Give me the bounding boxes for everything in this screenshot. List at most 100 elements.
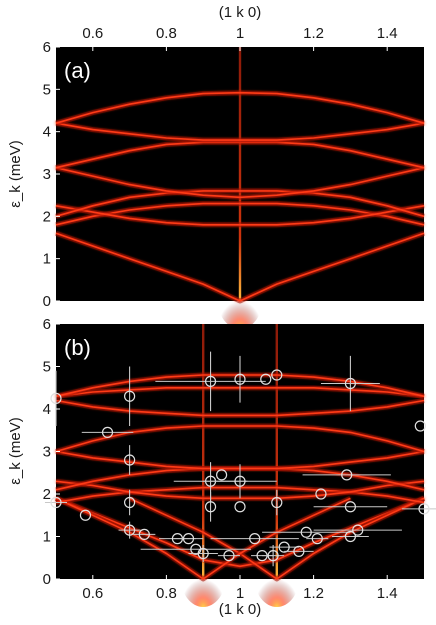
data-point-marker	[124, 454, 136, 466]
dispersion-branch	[55, 497, 351, 580]
panel-a-branches	[55, 90, 425, 304]
measured-point	[173, 533, 204, 545]
data-point-marker	[278, 541, 290, 553]
data-point-marker	[234, 475, 246, 487]
data-point-marker	[204, 375, 217, 387]
measured-point	[320, 355, 380, 412]
panel-a-y-label: ε_k (meV)	[7, 140, 24, 208]
y-tick-label: 1	[43, 529, 51, 546]
data-point-marker	[124, 390, 136, 402]
y-tick-label: 5	[43, 81, 51, 98]
y-tick-label: 6	[43, 316, 51, 333]
panel-b-x-label: (1 k 0)	[219, 601, 262, 618]
y-tick-label: 3	[43, 166, 51, 183]
x-tick-label: 1.2	[303, 25, 324, 42]
measured-point	[124, 366, 136, 426]
data-point-marker	[197, 547, 209, 560]
measured-point	[414, 420, 426, 432]
x-tick-label: 1.4	[377, 585, 398, 602]
measured-point	[188, 545, 218, 562]
data-point-marker	[344, 501, 356, 513]
measured-point	[124, 445, 136, 475]
measured-point	[155, 351, 266, 412]
measured-point	[216, 469, 228, 481]
panel-b: (b) 0.6 0.8 1 1.2 1.4 0 1 2 3 4 5 6 (1 k 0) ε_k (m…	[7, 316, 436, 618]
x-tick-label: 0.6	[82, 585, 103, 602]
dispersion-branch	[55, 232, 425, 302]
panel-b-label: (b)	[64, 335, 91, 360]
data-point-marker	[124, 524, 136, 536]
dispersion-branch	[55, 202, 425, 226]
data-point-marker	[352, 524, 364, 536]
y-tick-label: 5	[43, 359, 51, 376]
measured-point	[118, 521, 141, 539]
measured-point	[81, 426, 134, 438]
measured-point	[332, 530, 369, 543]
y-tick-label: 2	[43, 486, 51, 503]
dispersion-branch	[55, 166, 425, 199]
data-point-marker	[101, 426, 114, 438]
data-point-marker	[293, 545, 305, 557]
measured-point	[262, 545, 285, 567]
panel-b-y-ticks: 0 1 2 3 4 5 6	[43, 316, 60, 588]
y-tick-label: 2	[43, 208, 51, 225]
measured-point	[269, 541, 299, 553]
measured-point	[271, 489, 283, 516]
dispersion-branch	[55, 425, 425, 453]
data-point-marker	[271, 496, 283, 509]
x-tick-label: 1	[236, 25, 244, 42]
measured-point	[50, 370, 62, 426]
measured-point	[203, 464, 277, 499]
x-tick-label: 1	[236, 585, 244, 602]
panel-b-y-label: ε_k (meV)	[7, 417, 24, 485]
x-tick-label: 0.6	[82, 25, 103, 42]
data-point-marker	[271, 369, 283, 381]
panel-a-x-ticks: 0.6 0.8 1 1.2 1.4	[82, 25, 398, 51]
data-point-marker	[300, 526, 312, 538]
data-point-marker	[418, 503, 430, 515]
data-point-marker	[138, 528, 150, 540]
data-point-marker	[344, 377, 356, 390]
panel-a-y-ticks: 0 1 2 3 4 5 6	[43, 39, 60, 310]
data-point-marker	[311, 533, 323, 545]
y-tick-label: 1	[43, 251, 51, 268]
data-point-marker	[341, 469, 353, 481]
measured-point	[302, 469, 391, 481]
data-point-marker	[234, 373, 246, 385]
dispersion-branch	[129, 497, 425, 580]
panel-b-measured-points	[44, 351, 436, 567]
measured-point	[234, 355, 246, 403]
measured-point	[217, 550, 240, 562]
data-point-marker	[124, 496, 136, 509]
data-point-marker	[234, 501, 246, 513]
x-tick-label: 0.8	[156, 25, 177, 42]
data-point-marker	[414, 420, 426, 432]
y-tick-label: 0	[43, 571, 51, 588]
data-point-marker	[50, 392, 62, 404]
data-point-marker	[249, 533, 261, 545]
vertical-streak	[238, 47, 242, 301]
measured-point	[401, 503, 436, 515]
measured-point	[306, 533, 329, 545]
data-point-marker	[182, 533, 195, 545]
data-point-marker	[216, 469, 228, 481]
data-point-marker	[260, 373, 272, 385]
measured-point	[271, 369, 283, 381]
panel-a-label: (a)	[64, 58, 91, 83]
measured-point	[315, 488, 327, 500]
measured-point	[262, 526, 351, 538]
data-point-marker	[204, 501, 217, 513]
dispersion-branch	[55, 480, 425, 500]
measured-point	[44, 496, 68, 509]
data-point-marker	[79, 509, 92, 521]
measured-point	[133, 528, 156, 540]
data-point-marker	[50, 496, 62, 509]
dispersion-branch	[55, 497, 425, 568]
x-tick-label: 1.4	[377, 25, 398, 42]
measured-point	[79, 509, 92, 521]
measured-point	[313, 524, 402, 536]
dispersion-branch	[55, 190, 425, 218]
panel-b-x-ticks: 0.6 0.8 1 1.2 1.4	[82, 575, 398, 602]
measured-point	[313, 501, 388, 513]
vertical-streak	[275, 324, 278, 579]
